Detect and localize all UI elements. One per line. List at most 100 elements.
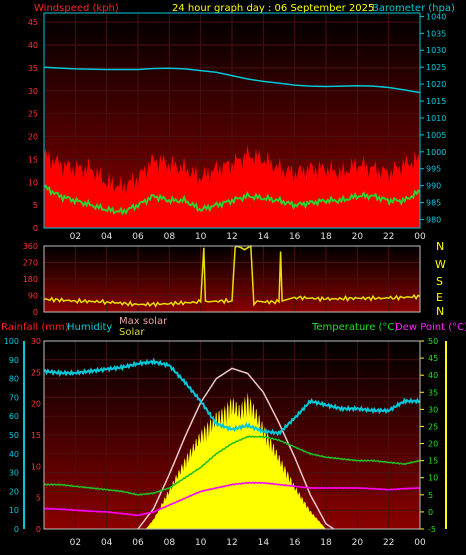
- panel-temp-frame: [43, 340, 421, 530]
- hour-tick-label: 14: [258, 232, 270, 242]
- barometer-tick-label: 985: [426, 199, 441, 208]
- hour-tick-label: 10: [195, 232, 207, 242]
- temperature-tick-label: 0: [428, 508, 433, 517]
- rainfall-tick-label: 50: [9, 431, 19, 440]
- barometer-tick-label: 1010: [426, 114, 446, 123]
- humidity-tick-label: 10: [31, 462, 41, 471]
- temperature-tick-label: 35: [428, 388, 438, 397]
- hour-tick-label: 02: [70, 538, 81, 548]
- panel-temp-hour-labels: 02 04 06 08 10 12 14 16 18 20 22 00: [70, 538, 426, 548]
- rainfall-tick-label: 30: [9, 469, 19, 478]
- rainfall-tick-label: 80: [9, 375, 19, 384]
- hour-tick-label: 10: [195, 538, 207, 548]
- humidity-line: [43, 357, 421, 437]
- hour-tick-label: 02: [70, 232, 81, 242]
- rainfall-axis-title: Rainfall (mm): [1, 322, 69, 333]
- hour-tick-label: 20: [352, 538, 364, 548]
- humidity-tick-label: 0: [36, 525, 41, 534]
- hour-tick-label: 04: [101, 232, 113, 242]
- rainfall-tick-label: 20: [9, 487, 19, 496]
- hour-tick-label: 04: [101, 538, 113, 548]
- max-solar-line: [137, 367, 335, 530]
- barometer-tick-label: 1015: [426, 97, 446, 106]
- solar-legend: Solar: [119, 327, 145, 338]
- rainfall-tick-label: 0: [14, 525, 19, 534]
- hour-tick-label: 06: [132, 232, 144, 242]
- panel-temp-tick-labels: 0 10 20 30 40 50 60 70 80 90 100 0 5 10 15 20 25 30 -5 0 5 10…: [4, 337, 447, 534]
- panel-direction-frame: [43, 245, 421, 313]
- barometer-tick-label: 995: [426, 165, 441, 174]
- hour-tick-label: 00: [414, 232, 426, 242]
- barometer-tick-label: 1035: [426, 29, 446, 38]
- hour-tick-label: 22: [383, 538, 394, 548]
- humidity-tick-label: 15: [31, 431, 41, 440]
- hour-tick-label: 06: [132, 538, 144, 548]
- barometer-line: [43, 66, 421, 94]
- temperature-tick-label: 5: [428, 491, 433, 500]
- temperature-tick-label: 40: [428, 371, 438, 380]
- direction-tick-label: 270: [23, 259, 38, 268]
- barometer-tick-label: 1005: [426, 131, 446, 140]
- hour-tick-label: 18: [320, 538, 332, 548]
- humidity-tick-label: 25: [31, 368, 41, 377]
- compass-n-top: N: [436, 240, 444, 253]
- direction-tick-labels: 0 90 180 270 360: [23, 242, 38, 317]
- rainfall-tick-label: 90: [9, 356, 19, 365]
- temperature-line: [43, 435, 421, 496]
- humidity-tick-label: 5: [36, 494, 41, 503]
- compass-n-bottom: N: [436, 305, 444, 318]
- windspeed-tick-label: 20: [28, 133, 38, 142]
- windspeed-axis-title: Windspeed (kph): [34, 3, 119, 14]
- windspeed-tick-label: 0: [33, 224, 38, 233]
- hour-tick-label: 12: [226, 232, 237, 242]
- graph-title: 24 hour graph day : 06 September 2025: [172, 3, 374, 14]
- direction-tick-label: 90: [28, 292, 38, 301]
- windspeed-tick-label: 15: [28, 155, 38, 164]
- hour-tick-label: 08: [164, 232, 176, 242]
- rainfall-tick-label: 100: [4, 337, 19, 346]
- barometer-tick-label: 1040: [426, 12, 446, 21]
- temperature-tick-label: 25: [428, 422, 438, 431]
- max-solar-legend: Max solar: [119, 316, 168, 327]
- rainfall-tick-label: 40: [9, 450, 19, 459]
- windspeed-tick-label: 5: [33, 201, 38, 210]
- direction-tick-label: 180: [23, 275, 38, 284]
- humidity-tick-label: 20: [31, 400, 41, 409]
- wind-direction-line: [43, 244, 421, 308]
- direction-tick-label: 360: [23, 242, 38, 251]
- barometer-tick-label: 1000: [426, 148, 446, 157]
- barometer-tick-label: 1030: [426, 46, 446, 55]
- compass-labels: N W S E N: [435, 240, 446, 318]
- compass-s: S: [436, 275, 443, 288]
- temperature-tick-label: 10: [428, 474, 438, 483]
- barometer-tick-label: 990: [426, 182, 441, 191]
- panel-wind-frame: [43, 12, 421, 229]
- temperature-tick-label: 30: [428, 405, 438, 414]
- hour-tick-label: 20: [352, 232, 364, 242]
- hour-tick-label: 16: [289, 538, 301, 548]
- wind-speed-line: [43, 184, 421, 216]
- dew-point-line: [43, 481, 421, 517]
- windspeed-tick-label: 40: [28, 41, 38, 50]
- windspeed-tick-label: 35: [28, 64, 38, 73]
- hour-tick-label: 22: [383, 232, 394, 242]
- windspeed-tick-label: 30: [28, 87, 38, 96]
- direction-tick-label: 0: [33, 308, 38, 317]
- dew-point-axis-title: Dew Point (°C): [395, 322, 466, 333]
- humidity-tick-label: 30: [31, 337, 41, 346]
- humidity-axis-title: Humidity: [67, 322, 112, 333]
- hour-tick-label: 12: [226, 538, 237, 548]
- solar-area: [145, 392, 326, 529]
- temperature-tick-label: -5: [428, 525, 436, 534]
- compass-e: E: [436, 291, 443, 304]
- hour-tick-label: 08: [164, 538, 176, 548]
- temperature-tick-label: 45: [428, 354, 438, 363]
- panel-wind-hour-labels: 02 04 06 08 10 12 14 16 18 20 22 00: [70, 232, 426, 242]
- hour-tick-label: 16: [289, 232, 301, 242]
- barometer-tick-label: 1020: [426, 80, 446, 89]
- windspeed-tick-label: 45: [28, 18, 38, 27]
- windspeed-tick-labels: 0 5 10 15 20 25 30 35 40 45: [28, 18, 38, 233]
- hour-tick-label: 18: [320, 232, 332, 242]
- temperature-tick-label: 50: [428, 337, 438, 346]
